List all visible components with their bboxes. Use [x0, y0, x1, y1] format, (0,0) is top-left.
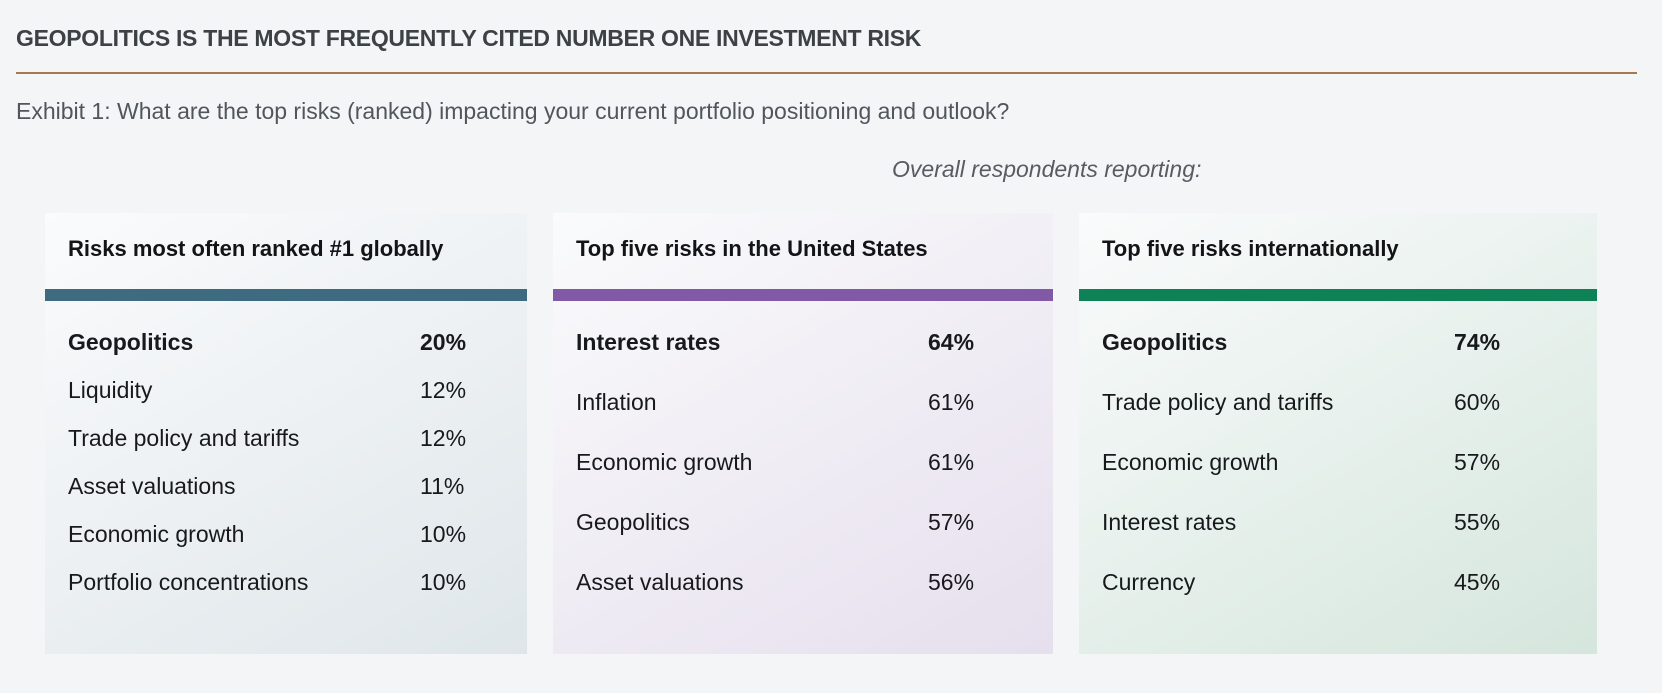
risk-value: 45% [1454, 569, 1501, 595]
exhibit-caption: Exhibit 1: What are the top risks (ranke… [16, 98, 1010, 124]
risk-value: 11% [420, 473, 465, 499]
risk-label: Economic growth [1102, 449, 1279, 475]
risk-value: 61% [928, 449, 975, 475]
table-row: Liquidity 12% [45, 377, 527, 425]
risk-value: 56% [928, 569, 975, 595]
risk-value: 57% [928, 509, 975, 535]
title-divider [16, 72, 1637, 74]
risk-label: Trade policy and tariffs [1102, 389, 1334, 415]
table-row: Economic growth 10% [45, 521, 527, 569]
table-row: Currency 45% [1079, 569, 1597, 629]
panel-accent-bar [553, 289, 1053, 301]
table-row: Interest rates 55% [1079, 509, 1597, 569]
table-row: Geopolitics 57% [553, 509, 1053, 569]
risk-table: Geopolitics 20% Liquidity 12% Trade poli… [45, 329, 527, 617]
risk-value: 61% [928, 389, 975, 415]
table-row: Inflation 61% [553, 389, 1053, 449]
panel-accent-bar [45, 289, 527, 301]
risk-value: 57% [1454, 449, 1501, 475]
risk-label: Economic growth [68, 521, 245, 547]
respondents-note: Overall respondents reporting: [892, 156, 1202, 182]
table-row: Trade policy and tariffs 12% [45, 425, 527, 473]
risk-label: Economic growth [576, 449, 753, 475]
risk-value: 64% [928, 329, 975, 355]
risk-label: Interest rates [1102, 509, 1237, 535]
table-row: Asset valuations 11% [45, 473, 527, 521]
risk-label: Interest rates [576, 329, 721, 355]
risk-value: 60% [1454, 389, 1501, 415]
risk-value: 10% [420, 521, 467, 547]
panel-title: Risks most often ranked #1 globally [68, 236, 444, 261]
table-row: Geopolitics 20% [45, 329, 527, 377]
risk-value: 74% [1454, 329, 1501, 355]
page-title: GEOPOLITICS IS THE MOST FREQUENTLY CITED… [16, 25, 922, 51]
risk-value: 12% [420, 425, 467, 451]
risk-table: Interest rates 64% Inflation 61% Economi… [553, 329, 1053, 629]
panel-united-states: Top five risks in the United States Inte… [553, 213, 1053, 654]
risk-label: Inflation [576, 389, 657, 415]
risk-label: Currency [1102, 569, 1196, 595]
table-row: Economic growth 57% [1079, 449, 1597, 509]
panel-global-rank1: Risks most often ranked #1 globally Geop… [45, 213, 527, 654]
risk-table: Geopolitics 74% Trade policy and tariffs… [1079, 329, 1597, 629]
panel-accent-bar [1079, 289, 1597, 301]
risk-label: Asset valuations [576, 569, 744, 595]
panel-title: Top five risks internationally [1102, 236, 1399, 261]
panel-international: Top five risks internationally Geopoliti… [1079, 213, 1597, 654]
risk-value: 10% [420, 569, 467, 595]
risk-label: Trade policy and tariffs [68, 425, 300, 451]
risk-label: Geopolitics [1102, 329, 1228, 355]
risk-label: Asset valuations [68, 473, 236, 499]
table-row: Asset valuations 56% [553, 569, 1053, 629]
risk-value: 55% [1454, 509, 1501, 535]
risk-label: Liquidity [68, 377, 153, 403]
risk-label: Portfolio concentrations [68, 569, 309, 595]
table-row: Portfolio concentrations 10% [45, 569, 527, 617]
risk-value: 20% [420, 329, 467, 355]
risk-label: Geopolitics [68, 329, 194, 355]
risk-value: 12% [420, 377, 467, 403]
table-row: Interest rates 64% [553, 329, 1053, 389]
panel-title: Top five risks in the United States [576, 236, 928, 261]
table-row: Geopolitics 74% [1079, 329, 1597, 389]
table-row: Trade policy and tariffs 60% [1079, 389, 1597, 449]
table-row: Economic growth 61% [553, 449, 1053, 509]
risk-panels: Risks most often ranked #1 globally Geop… [45, 213, 1597, 654]
risk-label: Geopolitics [576, 509, 690, 535]
